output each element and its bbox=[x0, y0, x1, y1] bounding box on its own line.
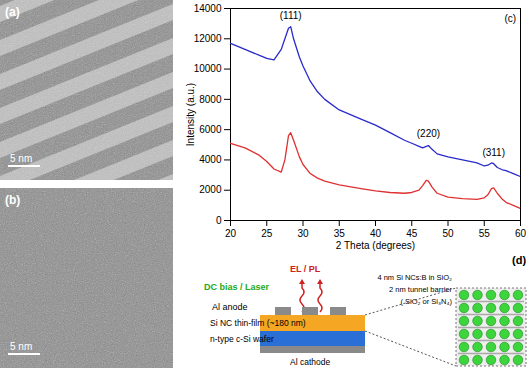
svg-text:Si NC thin-film (~180 nm): Si NC thin-film (~180 nm) bbox=[210, 318, 306, 328]
svg-text:(a): (a) bbox=[5, 5, 20, 19]
svg-text:Al cathode: Al cathode bbox=[290, 357, 330, 367]
svg-text:(b): (b) bbox=[5, 193, 20, 207]
svg-text:DC bias / Laser: DC bias / Laser bbox=[204, 282, 270, 292]
svg-text:60: 60 bbox=[515, 228, 527, 239]
svg-text:(111): (111) bbox=[280, 10, 302, 21]
svg-text:4000: 4000 bbox=[199, 154, 222, 165]
svg-text:40: 40 bbox=[370, 228, 382, 239]
svg-text:35: 35 bbox=[334, 228, 346, 239]
svg-text:Intensity (a.u.): Intensity (a.u.) bbox=[185, 83, 196, 146]
svg-text:2 nm tunnel barrier: 2 nm tunnel barrier bbox=[389, 285, 452, 294]
svg-text:30: 30 bbox=[297, 228, 309, 239]
svg-text:25: 25 bbox=[261, 228, 273, 239]
svg-text:2000: 2000 bbox=[199, 184, 222, 195]
svg-text:n-type c-Si wafer: n-type c-Si wafer bbox=[210, 334, 274, 344]
svg-text:55: 55 bbox=[479, 228, 491, 239]
svg-text:5 nm: 5 nm bbox=[10, 341, 32, 352]
svg-text:10000: 10000 bbox=[194, 63, 222, 74]
svg-text:(c): (c) bbox=[505, 13, 517, 24]
svg-text:(d): (d) bbox=[512, 254, 526, 266]
svg-text:14000: 14000 bbox=[194, 3, 222, 14]
svg-text:(220): (220) bbox=[417, 128, 440, 139]
svg-text:0: 0 bbox=[216, 215, 222, 226]
svg-text:12000: 12000 bbox=[194, 33, 222, 44]
svg-text:8000: 8000 bbox=[199, 94, 222, 105]
svg-text:4 nm Si NCs:B in SiO₂: 4 nm Si NCs:B in SiO₂ bbox=[377, 273, 452, 282]
svg-text:2 Theta (degrees): 2 Theta (degrees) bbox=[336, 240, 415, 251]
svg-text:Al anode: Al anode bbox=[212, 302, 248, 312]
svg-text:(311): (311) bbox=[482, 147, 505, 158]
svg-text:50: 50 bbox=[442, 228, 454, 239]
svg-text:( SiO₂ or Si₃N₄): ( SiO₂ or Si₃N₄) bbox=[400, 297, 452, 306]
svg-text:45: 45 bbox=[406, 228, 418, 239]
svg-text:20: 20 bbox=[225, 228, 237, 239]
svg-text:5 nm: 5 nm bbox=[10, 153, 32, 164]
svg-text:EL / PL: EL / PL bbox=[290, 264, 321, 274]
svg-text:6000: 6000 bbox=[199, 124, 222, 135]
